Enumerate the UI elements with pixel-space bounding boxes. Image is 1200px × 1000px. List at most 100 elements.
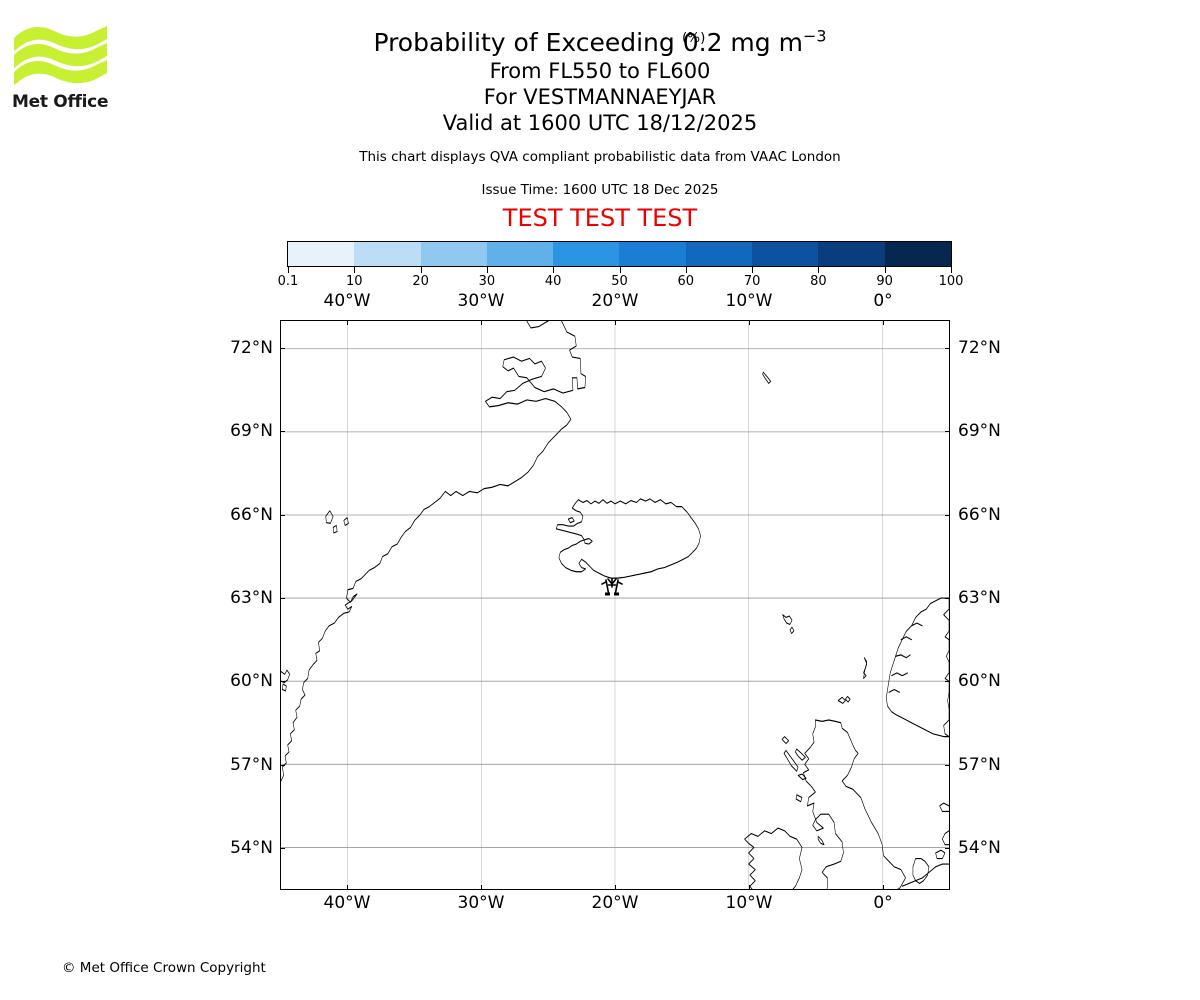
colorbar-band-5 (619, 242, 686, 266)
colorbar-tick-80 (818, 267, 820, 273)
colorbar-tick-0.1 (288, 267, 289, 273)
colorbar-label-30: 30 (478, 274, 496, 289)
page-title-text: Probability of Exceeding 0.2 mg m (373, 28, 803, 57)
lat-tick-54°N (945, 848, 950, 850)
lon-label-top-0°: 0° (873, 291, 893, 311)
flight-level-label: From FL550 to FL600 (489, 59, 711, 83)
graticule-lines (281, 321, 949, 889)
lon-tick-40°W (347, 320, 348, 325)
lon-label-bottom-10°W: 10°W (725, 893, 773, 913)
lon-label-bottom-30°W: 30°W (457, 893, 505, 913)
colorbar-tick-60 (685, 267, 687, 273)
lon-label-bottom-0°: 0° (873, 893, 893, 913)
colorbar-band-2 (420, 242, 487, 266)
lon-tick-30°W (481, 885, 482, 890)
lon-tick-10°W (749, 320, 750, 325)
lon-tick-0° (883, 320, 884, 325)
map-canvas (281, 321, 949, 889)
lat-tick-63°N (945, 598, 950, 600)
lat-tick-72°N (280, 347, 285, 349)
map-frame[interactable] (280, 320, 950, 890)
colorbar-band-6 (685, 242, 753, 266)
colorbar-tick-10 (354, 267, 356, 273)
lat-tick-72°N (945, 347, 950, 349)
lat-label-right-63°N: 63°N (958, 588, 1001, 609)
colorbar-tick-70 (752, 267, 754, 273)
lat-tick-54°N (280, 848, 285, 850)
met-office-wave-mark (14, 26, 107, 85)
copyright-notice: © Met Office Crown Copyright (62, 960, 266, 976)
colorbar-band-9 (884, 242, 951, 266)
lat-tick-63°N (280, 598, 285, 600)
lat-tick-69°N (280, 431, 285, 433)
colorbar-tick-40 (553, 267, 555, 273)
lat-label-left-60°N: 60°N (230, 671, 273, 692)
colorbar-label-40: 40 (544, 274, 562, 289)
map-plot-area[interactable] (280, 320, 950, 890)
lon-label-bottom-40°W: 40°W (323, 893, 371, 913)
test-banner: TEST TEST TEST (502, 204, 698, 232)
colorbar-tick-90 (884, 267, 886, 273)
lat-label-left-72°N: 72°N (230, 337, 273, 358)
lat-label-left-57°N: 57°N (230, 754, 273, 775)
colorbar-label-0.1: 0.1 (277, 274, 299, 289)
lat-tick-69°N (945, 431, 950, 433)
lon-tick-30°W (481, 320, 482, 325)
colorbar-label-70: 70 (743, 274, 761, 289)
colorbar-band-0 (288, 242, 355, 266)
colorbar-band-1 (354, 242, 421, 266)
colorbar-label-100: 100 (938, 274, 964, 289)
lat-label-left-63°N: 63°N (230, 588, 273, 609)
colorbar-ticks (287, 267, 952, 274)
colorbar-label-80: 80 (810, 274, 827, 289)
lat-tick-57°N (280, 764, 285, 766)
colorbar-band-3 (486, 242, 554, 266)
lon-tick-40°W (347, 885, 348, 890)
lat-label-left-54°N: 54°N (230, 838, 273, 859)
lat-label-right-54°N: 54°N (958, 838, 1001, 859)
colorbar-bands (287, 241, 952, 267)
lat-label-right-69°N: 69°N (958, 421, 1001, 442)
met-office-logo-text: Met Office (12, 92, 109, 112)
colorbar-tick-100 (951, 267, 952, 273)
lon-tick-0° (883, 885, 884, 890)
lat-label-right-72°N: 72°N (958, 337, 1001, 358)
met-office-logo: Met Office (12, 22, 122, 117)
lat-tick-66°N (945, 514, 950, 516)
lat-label-right-60°N: 60°N (958, 671, 1001, 692)
coastlines (281, 321, 949, 889)
title-block: Probability of Exceeding 0.2 mg m−3 From… (0, 0, 1200, 232)
lat-tick-66°N (280, 514, 285, 516)
colorbar-label-20: 20 (412, 274, 429, 289)
lat-label-left-69°N: 69°N (230, 421, 273, 442)
page-title-exponent: −3 (802, 26, 827, 46)
lon-label-top-40°W: 40°W (323, 291, 371, 311)
volcano-name-label: For VESTMANNAEYJAR (483, 85, 717, 109)
colorbar-label-50: 50 (611, 274, 628, 289)
colorbar-tick-20 (420, 267, 422, 273)
lon-tick-20°W (615, 320, 616, 325)
lat-tick-60°N (945, 681, 950, 683)
issue-time-label: Issue Time: 1600 UTC 18 Dec 2025 (481, 182, 719, 198)
colorbar-label-60: 60 (677, 274, 695, 289)
colorbar-tick-labels: 0.1 10 20 30 40 50 60 70 80 90 100 (278, 274, 964, 292)
lon-label-top-10°W: 10°W (725, 291, 773, 311)
volcano-marker-icon[interactable] (599, 575, 625, 599)
colorbar-label-10: 10 (346, 274, 363, 289)
lat-tick-57°N (945, 764, 950, 766)
lat-label-right-57°N: 57°N (958, 754, 1001, 775)
lon-label-top-20°W: 20°W (591, 291, 639, 311)
lon-label-top-30°W: 30°W (457, 291, 505, 311)
colorbar-tick-30 (486, 267, 488, 273)
lat-label-left-66°N: 66°N (230, 504, 273, 525)
colorbar-tick-50 (619, 267, 621, 273)
qva-compliance-note: This chart displays QVA compliant probab… (359, 149, 841, 165)
colorbar-band-7 (752, 242, 819, 266)
lon-tick-20°W (615, 885, 616, 890)
lon-label-bottom-20°W: 20°W (591, 893, 639, 913)
colorbar-band-4 (553, 242, 620, 266)
page-title: Probability of Exceeding 0.2 mg m−3 (0, 28, 1200, 58)
colorbar-unit-label: (%) (682, 30, 706, 46)
lon-tick-10°W (749, 885, 750, 890)
lat-tick-60°N (280, 681, 285, 683)
